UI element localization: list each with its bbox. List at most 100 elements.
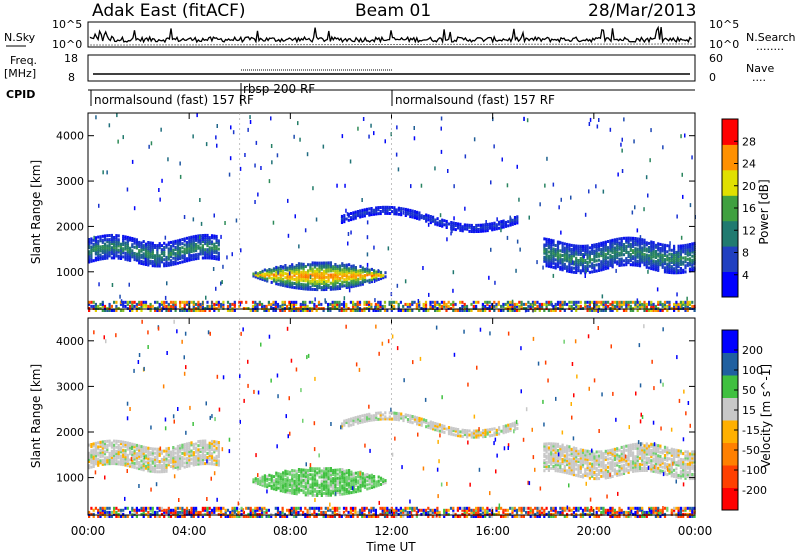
heatmap-cell: [140, 259, 143, 263]
heatmap-cell: [311, 493, 314, 497]
heatmap-cell: [673, 246, 676, 250]
heatmap-cell: [340, 218, 344, 222]
heatmap-cell: [94, 242, 97, 246]
heatmap-cell: [379, 476, 383, 480]
heatmap-cell: [174, 246, 177, 249]
heatmap-cell: [354, 272, 357, 276]
heatmap-cell: [625, 261, 628, 265]
heatmap-cell: [172, 248, 175, 252]
heatmap-cell: [103, 458, 107, 462]
heatmap-cell: [662, 145, 664, 150]
heatmap-cell: [632, 251, 635, 255]
heatmap-cell: [338, 488, 342, 492]
heatmap-cell: [500, 224, 503, 228]
heatmap-cell: [334, 265, 337, 268]
heatmap-cell: [563, 262, 566, 266]
heatmap-cell: [595, 184, 597, 189]
heatmap-cell: [277, 482, 280, 486]
heatmap-cell: [566, 245, 569, 248]
heatmap-cell: [336, 478, 339, 482]
heatmap-cell: [108, 240, 111, 244]
heatmap-cell: [266, 485, 269, 489]
heatmap-cell: [233, 309, 236, 312]
heatmap-cell: [192, 241, 195, 245]
heatmap-cell: [88, 246, 91, 250]
heatmap-cell: [101, 304, 104, 308]
heatmap-cell: [661, 459, 664, 463]
heatmap-cell: [138, 465, 141, 469]
heatmap-cell: [572, 260, 575, 264]
heatmap-cell: [659, 257, 662, 261]
heatmap-cell: [570, 464, 573, 468]
heatmap-cell: [627, 261, 630, 265]
heatmap-cell: [226, 300, 230, 304]
heatmap-cell: [463, 227, 466, 231]
heatmap-cell: [88, 240, 91, 243]
heatmap-cell: [652, 463, 655, 467]
heatmap-cell: [183, 451, 186, 455]
heatmap-cell: [117, 452, 120, 456]
heatmap-cell: [290, 309, 293, 312]
heatmap-cell: [304, 487, 307, 491]
heatmap-cell: [559, 309, 562, 312]
heatmap-cell: [94, 256, 97, 260]
heatmap-cell: [563, 246, 566, 250]
heatmap-cell: [611, 450, 614, 454]
heatmap-cell: [176, 463, 179, 467]
heatmap-cell: [195, 249, 198, 253]
heatmap-cell: [627, 236, 630, 240]
heatmap-cell: [427, 309, 430, 312]
heatmap-cell: [98, 203, 100, 208]
heatmap-cell: [291, 475, 294, 479]
heatmap-cell: [284, 282, 287, 286]
heatmap-cell: [484, 227, 487, 231]
heatmap-cell: [586, 300, 589, 304]
heatmap-cell: [304, 491, 307, 495]
heatmap-cell: [140, 262, 143, 265]
heatmap-cell: [174, 464, 177, 467]
heatmap-cell: [429, 302, 432, 306]
heatmap-cell: [199, 238, 202, 242]
heatmap-cell: [110, 451, 113, 455]
heatmap-cell: [561, 460, 564, 463]
heatmap-cell: [163, 302, 166, 306]
heatmap-cell: [147, 257, 150, 261]
heatmap-cell: [199, 439, 202, 443]
heatmap-cell: [650, 469, 653, 473]
power-ytick-label: 3000: [56, 175, 84, 188]
heatmap-cell: [309, 485, 312, 489]
heatmap-cell: [581, 248, 585, 252]
heatmap-cell: [363, 477, 367, 481]
heatmap-cell: [554, 244, 557, 247]
heatmap-cell: [183, 239, 186, 243]
heatmap-cell: [643, 469, 646, 472]
heatmap-cell: [272, 302, 275, 306]
heatmap-cell: [497, 309, 500, 312]
heatmap-cell: [577, 474, 580, 478]
heatmap-cell: [390, 309, 393, 312]
heatmap-cell: [607, 457, 610, 461]
heatmap-cell: [308, 309, 311, 312]
heatmap-cell: [259, 483, 262, 486]
heatmap-cell: [659, 242, 662, 246]
power-colorbar-segment: [722, 169, 738, 196]
heatmap-cell: [558, 205, 560, 210]
heatmap-cell: [92, 242, 95, 246]
heatmap-cell: [325, 279, 328, 283]
heatmap-cell: [584, 302, 587, 306]
heatmap-cell: [424, 302, 428, 306]
heatmap-cell: [311, 489, 314, 493]
heatmap-cell: [352, 276, 355, 280]
heatmap-cell: [217, 453, 220, 457]
heatmap-cell: [570, 450, 573, 453]
heatmap-cell: [336, 480, 339, 484]
heatmap-cell: [682, 256, 685, 260]
heatmap-cell: [138, 251, 141, 255]
heatmap-cell: [654, 260, 657, 264]
heatmap-cell: [144, 300, 148, 304]
heatmap-cell: [334, 483, 337, 487]
heatmap-cell: [304, 477, 307, 480]
heatmap-cell: [354, 274, 357, 278]
heatmap-cell: [190, 250, 193, 253]
heatmap-cell: [645, 302, 648, 306]
